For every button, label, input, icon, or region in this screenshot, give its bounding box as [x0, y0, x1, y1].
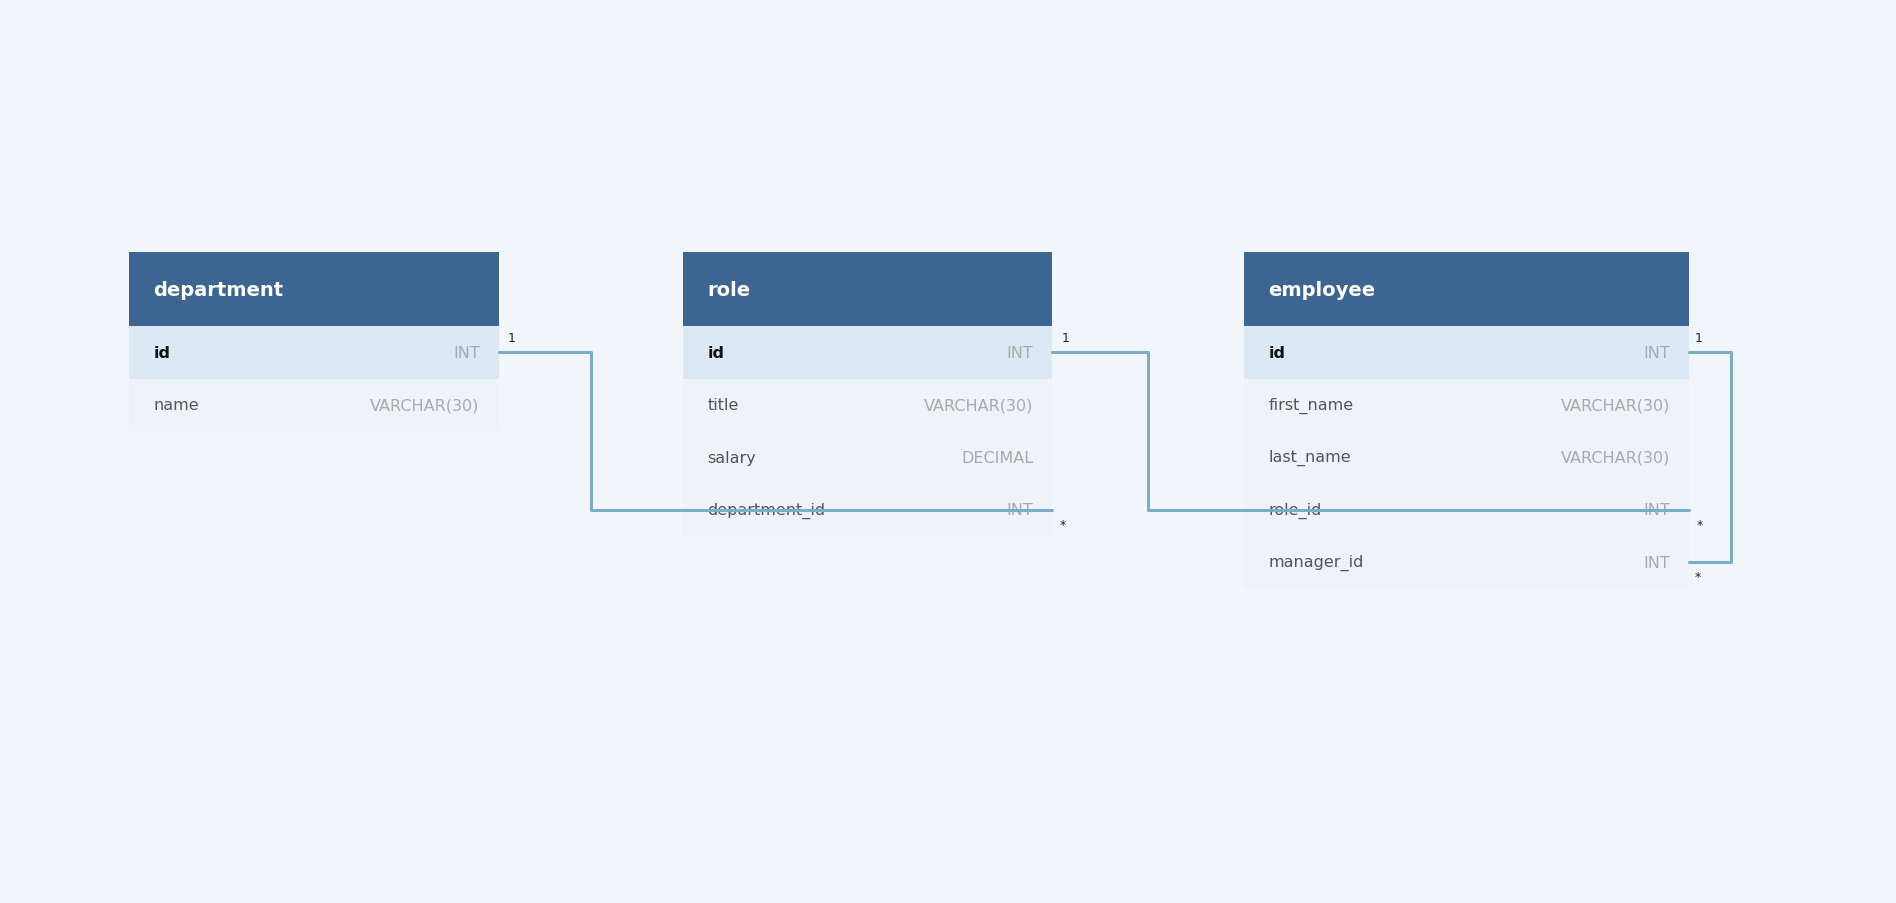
Text: *: *: [1697, 518, 1703, 531]
FancyBboxPatch shape: [1244, 379, 1689, 432]
Text: manager_id: manager_id: [1268, 554, 1363, 571]
Text: 1: 1: [508, 332, 516, 345]
Text: name: name: [154, 398, 199, 413]
Text: DECIMAL: DECIMAL: [961, 451, 1033, 465]
Text: INT: INT: [1644, 346, 1670, 360]
Text: VARCHAR(30): VARCHAR(30): [1560, 451, 1670, 465]
Text: last_name: last_name: [1268, 450, 1352, 466]
FancyBboxPatch shape: [683, 432, 1052, 484]
Text: role_id: role_id: [1268, 502, 1322, 518]
Text: employee: employee: [1268, 280, 1376, 300]
FancyBboxPatch shape: [1244, 432, 1689, 484]
FancyBboxPatch shape: [683, 327, 1052, 379]
Text: *: *: [1695, 571, 1701, 583]
FancyBboxPatch shape: [129, 327, 499, 379]
Text: department: department: [154, 280, 284, 300]
Text: VARCHAR(30): VARCHAR(30): [370, 398, 480, 413]
Text: VARCHAR(30): VARCHAR(30): [1560, 398, 1670, 413]
Text: INT: INT: [1644, 503, 1670, 517]
FancyBboxPatch shape: [1244, 536, 1689, 589]
Text: 1: 1: [1062, 332, 1069, 345]
Text: INT: INT: [1007, 503, 1033, 517]
Text: id: id: [1268, 346, 1285, 360]
FancyBboxPatch shape: [683, 484, 1052, 536]
Text: salary: salary: [707, 451, 757, 465]
FancyBboxPatch shape: [1244, 484, 1689, 536]
Text: VARCHAR(30): VARCHAR(30): [923, 398, 1033, 413]
FancyBboxPatch shape: [683, 379, 1052, 432]
Text: INT: INT: [453, 346, 480, 360]
FancyBboxPatch shape: [1244, 327, 1689, 379]
FancyBboxPatch shape: [683, 253, 1052, 327]
Text: id: id: [154, 346, 171, 360]
Text: department_id: department_id: [707, 502, 825, 518]
FancyBboxPatch shape: [129, 253, 499, 327]
Text: title: title: [707, 398, 739, 413]
Text: *: *: [1060, 518, 1066, 531]
FancyBboxPatch shape: [129, 379, 499, 432]
Text: INT: INT: [1644, 555, 1670, 570]
Text: 1: 1: [1695, 332, 1703, 345]
FancyBboxPatch shape: [1244, 253, 1689, 327]
Text: role: role: [707, 280, 751, 300]
Text: INT: INT: [1007, 346, 1033, 360]
Text: first_name: first_name: [1268, 397, 1354, 414]
Text: id: id: [707, 346, 724, 360]
